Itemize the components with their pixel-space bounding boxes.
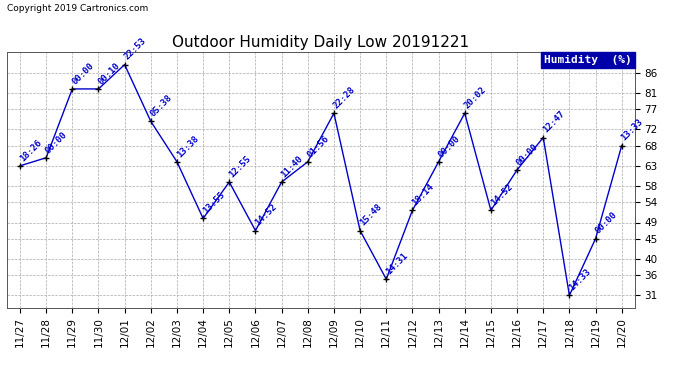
Text: 22:28: 22:28 <box>332 85 357 110</box>
Text: 11:40: 11:40 <box>279 154 305 179</box>
Text: 14:33: 14:33 <box>567 267 593 292</box>
Text: 00:10: 00:10 <box>97 61 121 86</box>
Text: 01:56: 01:56 <box>306 134 331 159</box>
Text: 13:38: 13:38 <box>175 134 200 159</box>
Text: 22:53: 22:53 <box>122 36 148 62</box>
Text: 00:00: 00:00 <box>436 134 462 159</box>
Text: 12:55: 12:55 <box>227 154 253 179</box>
Text: 00:00: 00:00 <box>515 142 540 167</box>
Title: Outdoor Humidity Daily Low 20191221: Outdoor Humidity Daily Low 20191221 <box>172 35 469 50</box>
Text: 14:52: 14:52 <box>253 202 279 228</box>
Text: 15:48: 15:48 <box>358 202 383 228</box>
Text: 05:38: 05:38 <box>148 93 174 118</box>
Text: 14:52: 14:52 <box>489 182 514 208</box>
Text: Copyright 2019 Cartronics.com: Copyright 2019 Cartronics.com <box>7 4 148 13</box>
Text: 18:26: 18:26 <box>18 138 43 163</box>
Text: 20:02: 20:02 <box>462 85 488 110</box>
Text: 00:00: 00:00 <box>70 61 95 86</box>
Text: 13:55: 13:55 <box>201 190 226 216</box>
Text: 12:47: 12:47 <box>541 110 566 135</box>
Text: 14:31: 14:31 <box>384 251 409 276</box>
Text: 13:33: 13:33 <box>620 117 645 143</box>
Text: Humidity  (%): Humidity (%) <box>544 55 632 65</box>
Text: 00:00: 00:00 <box>593 210 619 236</box>
Text: 18:14: 18:14 <box>411 182 435 208</box>
Text: 00:00: 00:00 <box>44 130 69 155</box>
